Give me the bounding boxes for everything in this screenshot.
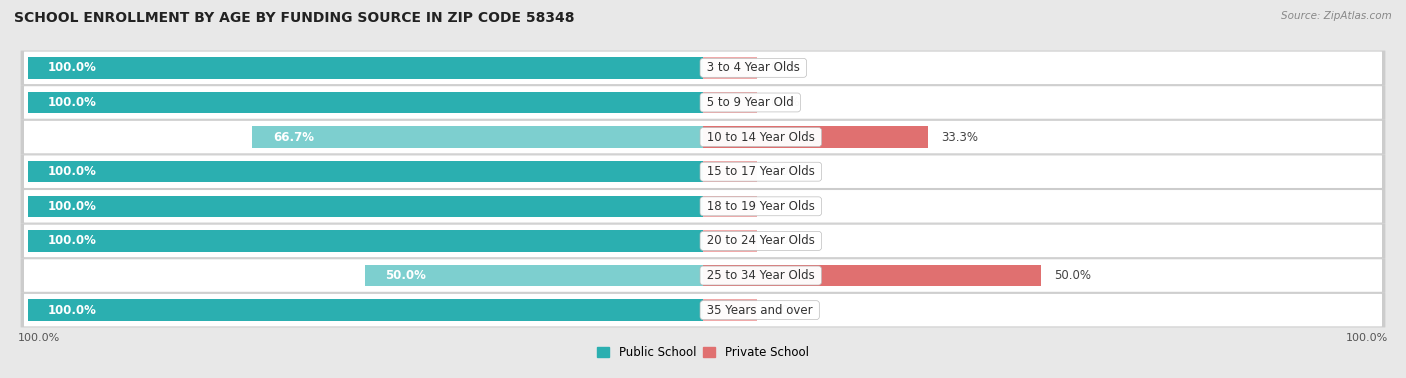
Bar	[703, 126, 928, 148]
FancyBboxPatch shape	[21, 154, 1385, 189]
FancyBboxPatch shape	[24, 155, 1382, 188]
FancyBboxPatch shape	[21, 293, 1385, 327]
Bar	[28, 299, 703, 321]
Text: 100.0%: 100.0%	[48, 304, 97, 317]
FancyBboxPatch shape	[24, 51, 1382, 84]
Text: 0.0%: 0.0%	[770, 61, 800, 74]
Text: 15 to 17 Year Olds: 15 to 17 Year Olds	[703, 165, 818, 178]
FancyBboxPatch shape	[21, 51, 1385, 85]
Bar	[28, 195, 703, 217]
Text: 3 to 4 Year Olds: 3 to 4 Year Olds	[703, 61, 804, 74]
Bar	[703, 299, 756, 321]
Bar	[28, 92, 703, 113]
Bar	[366, 265, 703, 286]
Text: 0.0%: 0.0%	[770, 304, 800, 317]
Text: Source: ZipAtlas.com: Source: ZipAtlas.com	[1281, 11, 1392, 21]
FancyBboxPatch shape	[24, 121, 1382, 153]
Text: 35 Years and over: 35 Years and over	[703, 304, 817, 317]
Text: 100.0%: 100.0%	[48, 61, 97, 74]
Text: 100.0%: 100.0%	[1347, 333, 1389, 343]
Text: 50.0%: 50.0%	[385, 269, 426, 282]
Bar	[703, 92, 756, 113]
Text: 0.0%: 0.0%	[770, 96, 800, 109]
Text: 100.0%: 100.0%	[48, 200, 97, 213]
Bar	[703, 57, 756, 79]
FancyBboxPatch shape	[24, 259, 1382, 292]
Text: 50.0%: 50.0%	[1054, 269, 1091, 282]
Text: 100.0%: 100.0%	[48, 96, 97, 109]
Text: 25 to 34 Year Olds: 25 to 34 Year Olds	[703, 269, 818, 282]
Text: 20 to 24 Year Olds: 20 to 24 Year Olds	[703, 234, 818, 248]
FancyBboxPatch shape	[24, 225, 1382, 257]
Text: SCHOOL ENROLLMENT BY AGE BY FUNDING SOURCE IN ZIP CODE 58348: SCHOOL ENROLLMENT BY AGE BY FUNDING SOUR…	[14, 11, 575, 25]
Bar	[703, 230, 756, 252]
FancyBboxPatch shape	[24, 86, 1382, 119]
Text: 10 to 14 Year Olds: 10 to 14 Year Olds	[703, 130, 818, 144]
Bar	[28, 230, 703, 252]
Text: 0.0%: 0.0%	[770, 165, 800, 178]
Bar	[253, 126, 703, 148]
FancyBboxPatch shape	[24, 294, 1382, 327]
Text: 100.0%: 100.0%	[48, 234, 97, 248]
Bar	[28, 161, 703, 183]
FancyBboxPatch shape	[21, 224, 1385, 258]
Text: 33.3%: 33.3%	[942, 130, 979, 144]
Text: 100.0%: 100.0%	[48, 165, 97, 178]
Text: 0.0%: 0.0%	[770, 234, 800, 248]
Text: 100.0%: 100.0%	[17, 333, 59, 343]
Bar	[28, 57, 703, 79]
Text: 18 to 19 Year Olds: 18 to 19 Year Olds	[703, 200, 818, 213]
Bar	[703, 265, 1040, 286]
Bar	[703, 161, 756, 183]
Text: 66.7%: 66.7%	[273, 130, 314, 144]
FancyBboxPatch shape	[21, 85, 1385, 120]
FancyBboxPatch shape	[21, 258, 1385, 293]
Text: 0.0%: 0.0%	[770, 200, 800, 213]
Legend: Public School, Private School: Public School, Private School	[593, 342, 813, 364]
FancyBboxPatch shape	[21, 120, 1385, 154]
Text: 5 to 9 Year Old: 5 to 9 Year Old	[703, 96, 797, 109]
FancyBboxPatch shape	[24, 190, 1382, 223]
Bar	[703, 195, 756, 217]
FancyBboxPatch shape	[21, 189, 1385, 224]
